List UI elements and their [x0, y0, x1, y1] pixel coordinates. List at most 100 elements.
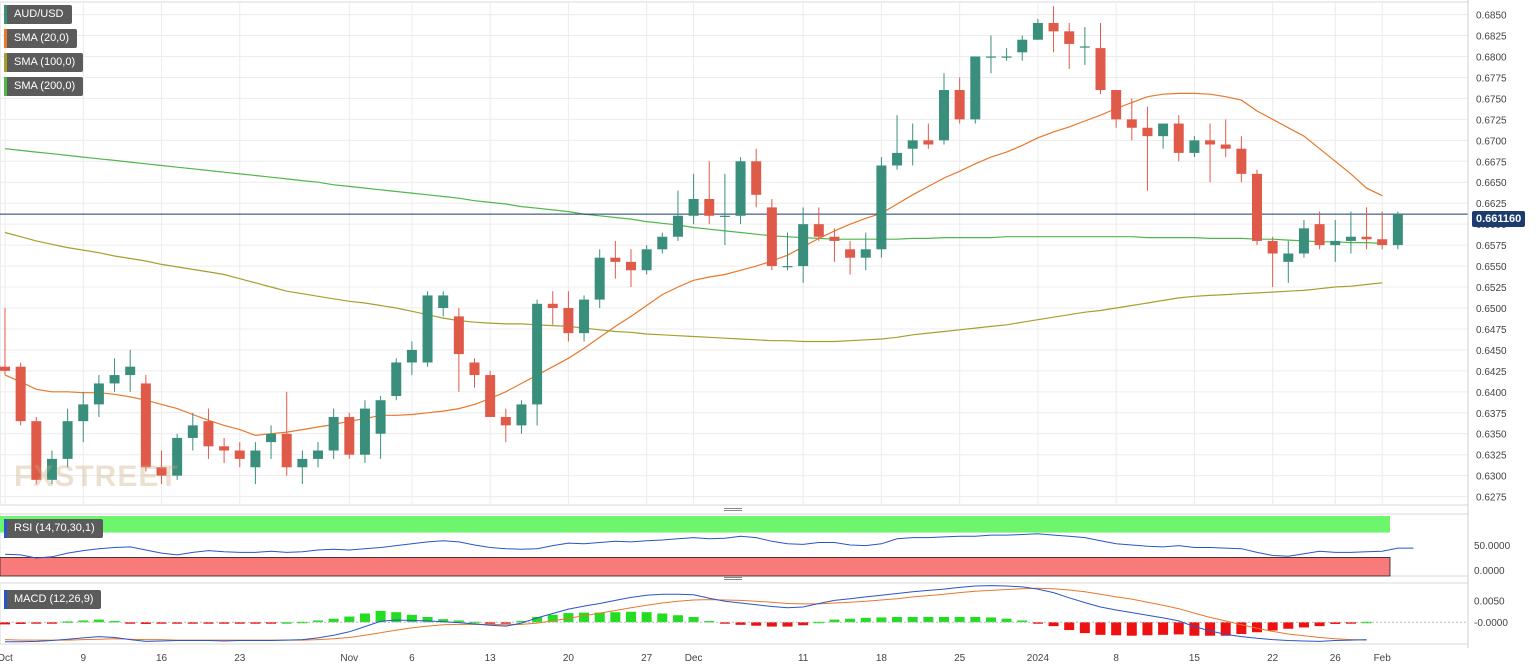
x-tick-label: 6	[409, 653, 415, 664]
candle	[1095, 22, 1106, 95]
sma20-line	[4, 92, 1383, 437]
macd-histogram-bar	[1064, 622, 1075, 631]
candle	[1252, 169, 1262, 246]
legend-item-sma20[interactable]: SMA (20,0)	[4, 29, 78, 48]
y-tick-label: 0.6775	[1476, 73, 1507, 84]
candle-body	[266, 433, 277, 443]
candle	[939, 73, 949, 145]
candle	[1314, 211, 1325, 250]
candle	[954, 77, 965, 124]
candle	[719, 173, 730, 246]
macd-histogram-bar	[391, 612, 402, 623]
rsi-tick-label: 0.0000	[1474, 566, 1505, 577]
macd-histogram-bar	[860, 617, 871, 623]
candle	[0, 307, 10, 376]
candle-body	[1142, 127, 1153, 137]
candle-body	[15, 366, 26, 422]
rsi-panel	[0, 513, 1469, 577]
macd-histogram-bar	[266, 622, 277, 624]
macd-histogram-bar	[281, 622, 292, 624]
y-tick-label: 0.6550	[1476, 262, 1507, 273]
candle	[563, 291, 574, 342]
macd-histogram-bar	[626, 611, 636, 623]
candle	[1079, 27, 1090, 65]
macd-histogram-bar	[892, 616, 903, 623]
candle-body	[140, 383, 151, 468]
macd-label-text: MACD (12,26,9)	[14, 593, 94, 605]
candle-body	[532, 303, 543, 405]
candle-body	[391, 362, 402, 397]
candle-body	[1283, 253, 1294, 262]
macd-histogram-bar	[1330, 622, 1341, 624]
macd-histogram-bar	[532, 616, 543, 623]
macd-histogram-bar	[735, 622, 746, 625]
candle-body	[1189, 140, 1200, 153]
candle-body	[0, 366, 10, 371]
candle-body	[469, 362, 480, 376]
macd-histogram-bar	[829, 619, 840, 623]
candle-body	[406, 349, 417, 363]
legend-item-sma100[interactable]: SMA (100,0)	[4, 53, 84, 72]
candle	[344, 412, 355, 459]
rsi-label: RSI (14,70,30,1)	[4, 519, 103, 538]
candle	[1017, 35, 1028, 61]
candle	[140, 375, 151, 472]
macd-histogram-bar	[297, 621, 308, 624]
candle-body	[954, 90, 965, 120]
candle	[1330, 219, 1341, 262]
macd-histogram-bar	[1142, 622, 1153, 636]
candle	[1283, 240, 1294, 283]
panel-resize-handle[interactable]	[724, 577, 742, 582]
candle	[15, 362, 26, 426]
y-tick-label: 0.6575	[1476, 241, 1507, 252]
macd-histogram-bar	[469, 621, 480, 624]
candle	[219, 437, 230, 464]
candle-body	[313, 450, 323, 459]
candle	[1032, 18, 1043, 40]
macd-label: MACD (12,26,9)	[4, 590, 102, 609]
candle	[187, 412, 198, 451]
legend-item-sma200[interactable]: SMA (200,0)	[4, 77, 84, 96]
candle-body	[1220, 144, 1231, 149]
legend-swatch	[4, 5, 7, 24]
candle	[1205, 123, 1216, 183]
rsi-overbought-zone	[0, 516, 1390, 533]
candle-body	[1126, 119, 1137, 128]
candle	[845, 240, 856, 275]
legend-label: SMA (100,0)	[14, 56, 76, 68]
candle	[359, 400, 370, 464]
macd-histogram-bar	[594, 612, 605, 623]
macd-plot-area	[0, 582, 1469, 645]
macd-histogram-bar	[203, 622, 214, 624]
candle-body	[782, 266, 793, 268]
candle	[406, 341, 417, 376]
macd-histogram-bar	[688, 616, 699, 623]
candle-body	[594, 257, 605, 300]
x-tick-label: 13	[485, 653, 497, 664]
panel-resize-handle[interactable]	[724, 508, 742, 513]
candle-body	[860, 249, 871, 258]
candle-body	[985, 56, 996, 58]
macd-histogram-bar	[798, 622, 809, 626]
macd-histogram-bar	[954, 616, 965, 623]
candle	[907, 123, 918, 166]
candle	[1001, 48, 1012, 61]
macd-histogram-bar	[1173, 622, 1184, 635]
candle-body	[798, 224, 809, 267]
x-tick-label: 2024	[1027, 653, 1050, 664]
macd-histogram-bar	[15, 622, 26, 624]
macd-histogram-bar	[375, 610, 386, 623]
candle	[688, 173, 699, 225]
y-tick-label: 0.6750	[1476, 94, 1507, 105]
x-tick-label: 18	[876, 653, 888, 664]
main-grid	[0, 1, 1469, 644]
y-tick-label: 0.6475	[1476, 325, 1507, 336]
candle-body	[547, 303, 558, 308]
x-tick-label: 15	[1189, 653, 1201, 664]
candle	[1173, 115, 1184, 162]
legend-item-audusd[interactable]: AUD/USD	[4, 5, 72, 24]
macd-histogram-bar	[876, 617, 887, 623]
candle	[1361, 207, 1372, 250]
macd-histogram-bar	[125, 622, 136, 624]
macd-histogram-bar	[1236, 622, 1247, 634]
